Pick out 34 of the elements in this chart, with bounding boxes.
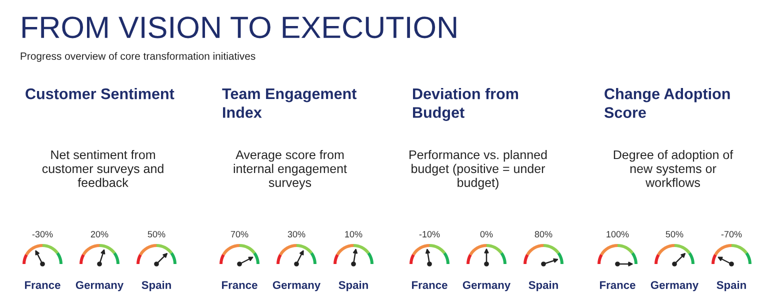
data-label: 100% [606, 231, 629, 238]
category-label: Germany [76, 281, 124, 292]
category-label: France [412, 281, 448, 289]
category-label: France [222, 281, 258, 289]
data-label: 10% [345, 231, 362, 238]
category-label: France [25, 281, 60, 289]
category-label: Germany [272, 281, 321, 292]
data-label: 50% [666, 231, 684, 238]
category-label: Spain [338, 280, 368, 292]
text: Change Adoption Score [604, 88, 730, 118]
data-label: 80% [534, 231, 552, 238]
data-label: -10% [419, 231, 440, 238]
category-label: Spain [142, 280, 171, 292]
category-label: Germany [650, 281, 699, 292]
category-label: France [600, 281, 636, 289]
data-label: 70% [230, 231, 248, 238]
category-label: Spain [716, 280, 746, 292]
text: Degree of adoption of new systems or workflows [614, 150, 734, 188]
data-label: -70% [721, 231, 742, 238]
data-label: 30% [288, 231, 306, 238]
text: Progress overview of core transformation initiatives [20, 52, 256, 62]
category-label: Germany [462, 281, 511, 292]
data-label: 0% [480, 231, 493, 238]
text: Average score from internal engagement surveys [234, 150, 347, 190]
data-label: 50% [148, 231, 166, 238]
text: Customer Sentiment [26, 88, 174, 100]
text: Team Engagement Index [222, 88, 357, 118]
text: Deviation from Budget [413, 88, 518, 121]
text: FROM VISION TO EXECUTION [22, 16, 456, 38]
data-label: 20% [90, 231, 108, 238]
data-label: -30% [32, 231, 53, 238]
category-label: Spain [528, 280, 558, 292]
text: Net sentiment from customer surveys and feedback [42, 150, 164, 188]
text: Performance vs. planned budget (positive = under budget) [410, 150, 547, 190]
